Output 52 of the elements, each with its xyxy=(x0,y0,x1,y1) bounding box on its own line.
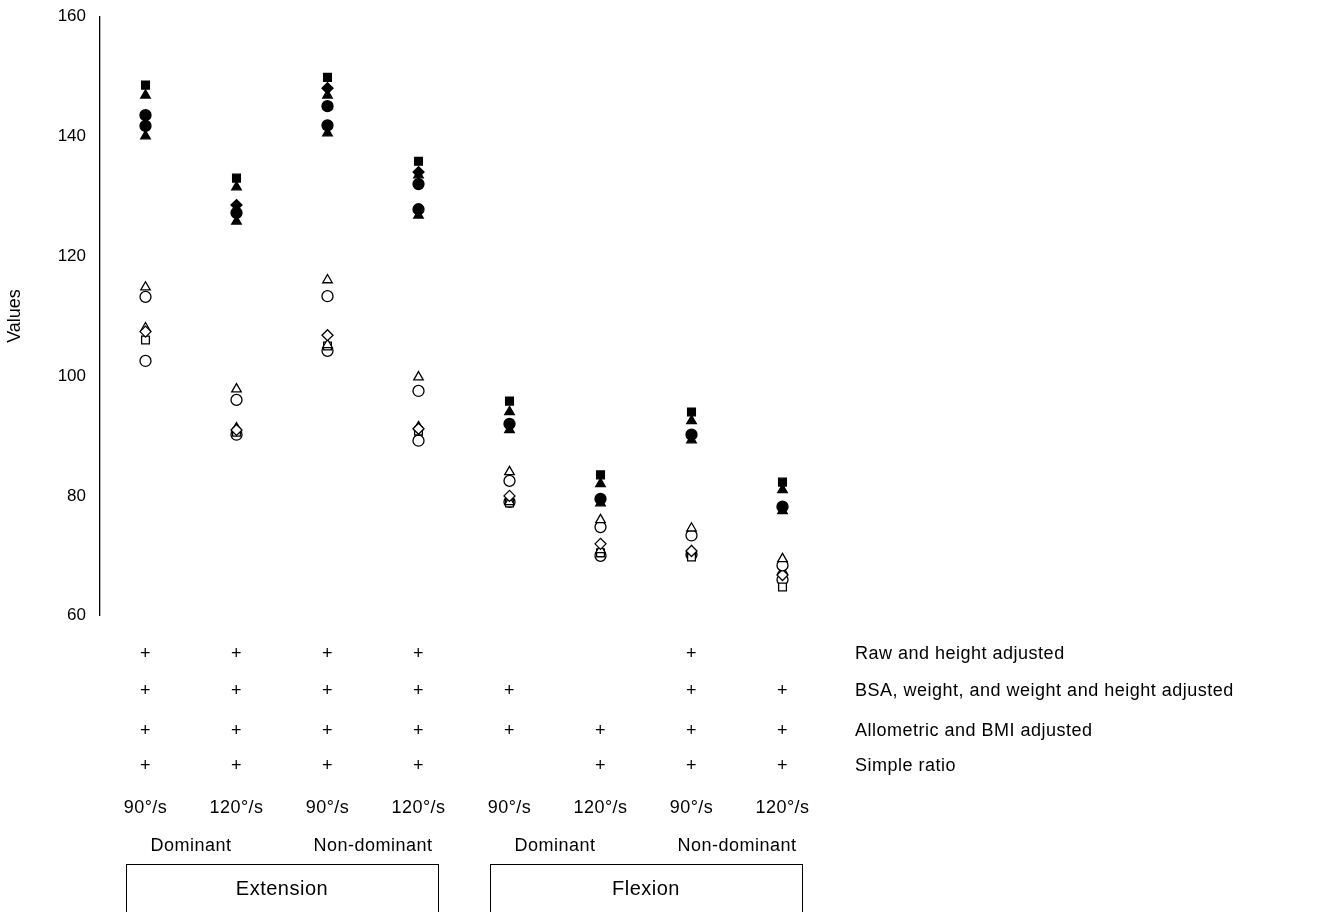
text: + xyxy=(230,642,243,663)
y-tick-label: 80 xyxy=(67,485,86,505)
text: + xyxy=(776,754,789,775)
category-label: 90°/s xyxy=(669,796,714,817)
category-label: 90°/s xyxy=(487,796,532,817)
text: + xyxy=(503,679,516,700)
y-tick-label: 160 xyxy=(57,5,86,25)
category-label: 120°/s xyxy=(391,796,446,817)
text: + xyxy=(685,754,698,775)
text: + xyxy=(594,719,607,740)
text: + xyxy=(685,679,698,700)
y-tick-label: 120 xyxy=(57,245,86,265)
text: + xyxy=(685,642,698,663)
text: + xyxy=(594,754,607,775)
text: + xyxy=(503,719,516,740)
text: + xyxy=(776,679,789,700)
text: + xyxy=(412,642,425,663)
category-label: 120°/s xyxy=(573,796,628,817)
text: Non-dominant xyxy=(677,834,797,856)
y-tick-label: 140 xyxy=(57,125,86,145)
text: Dominant xyxy=(150,834,232,856)
category-label: 90°/s xyxy=(123,796,168,817)
text: + xyxy=(321,719,334,740)
text: + xyxy=(412,719,425,740)
text: Non-dominant xyxy=(313,834,433,856)
text: Dominant xyxy=(514,834,596,856)
category-label: 120°/s xyxy=(755,796,810,817)
text: Extension xyxy=(125,864,439,912)
y-axis-title: Values xyxy=(3,289,24,343)
text: + xyxy=(412,754,425,775)
text: + xyxy=(230,754,243,775)
category-label: 90°/s xyxy=(305,796,350,817)
text: + xyxy=(139,754,152,775)
text: + xyxy=(139,642,152,663)
text: + xyxy=(230,719,243,740)
text: + xyxy=(412,679,425,700)
text: + xyxy=(230,679,243,700)
category-label: Allometric and BMI adjusted xyxy=(855,719,1093,740)
category-label: Raw and height adjusted xyxy=(855,642,1065,663)
text: + xyxy=(776,719,789,740)
text: + xyxy=(139,719,152,740)
text: + xyxy=(321,642,334,663)
text: + xyxy=(321,679,334,700)
category-label: BSA, weight, and weight and height adjusted xyxy=(855,679,1234,700)
text: + xyxy=(685,719,698,740)
text: + xyxy=(321,754,334,775)
y-tick-label: 60 xyxy=(67,605,86,625)
category-label: Simple ratio xyxy=(855,754,957,775)
text: + xyxy=(139,679,152,700)
text: Flexion xyxy=(489,864,803,912)
category-label: 120°/s xyxy=(209,796,264,817)
y-tick-label: 100 xyxy=(57,365,86,385)
